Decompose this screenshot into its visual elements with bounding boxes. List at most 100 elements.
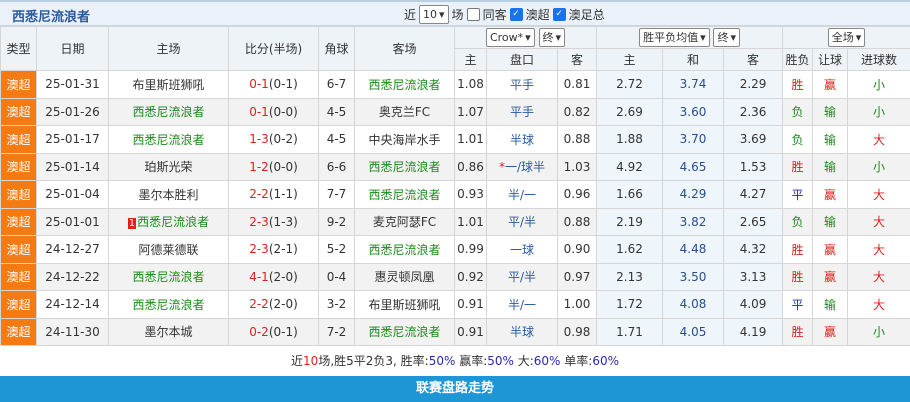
- league-type[interactable]: 澳超: [1, 181, 37, 209]
- home-team-name[interactable]: 墨尔本胜利: [138, 188, 198, 202]
- sub-col: 进球数: [848, 49, 910, 71]
- home-team[interactable]: 墨尔本胜利: [109, 181, 229, 209]
- away-team[interactable]: 西悉尼流浪者: [355, 153, 455, 181]
- away-team[interactable]: 西悉尼流浪者: [355, 181, 455, 209]
- handicap-home-odds: 1.08: [455, 71, 487, 99]
- league-type[interactable]: 澳超: [1, 236, 37, 264]
- handicap-time-select[interactable]: 终▾: [539, 28, 566, 47]
- league-trend-bar[interactable]: 联赛盘路走势: [0, 376, 910, 402]
- odds-loss: 2.65: [724, 208, 783, 236]
- half-score: (0-0): [269, 105, 298, 119]
- handicap-value: 平/半: [508, 215, 536, 229]
- col-score: 比分(半场): [229, 27, 319, 71]
- league-type[interactable]: 澳超: [1, 291, 37, 319]
- table-row[interactable]: 澳超 25-01-26 西悉尼流浪者 0-1(0-0) 4-5 奥克兰FC 1.…: [1, 98, 910, 126]
- result-group: 全场▾: [783, 27, 910, 49]
- score[interactable]: 0-1(0-1): [229, 71, 319, 99]
- home-team-name[interactable]: 西悉尼流浪者: [132, 133, 204, 147]
- table-row[interactable]: 澳超 24-11-30 墨尔本城 0-2(0-1) 7-2 西悉尼流浪者 0.9…: [1, 318, 910, 346]
- recent-label: 近: [404, 6, 416, 23]
- table-row[interactable]: 澳超 25-01-31 布里斯班狮吼 0-1(0-1) 6-7 西悉尼流浪者 1…: [1, 71, 910, 99]
- handicap-home-odds: 1.01: [455, 126, 487, 154]
- odds-type-select[interactable]: 胜平负均值▾: [639, 28, 710, 47]
- handicap-value: 半球: [510, 133, 534, 147]
- away-team[interactable]: 布里斯班狮吼: [355, 291, 455, 319]
- home-team-name[interactable]: 阿德莱德联: [138, 243, 198, 257]
- league-type[interactable]: 澳超: [1, 71, 37, 99]
- league-type[interactable]: 澳超: [1, 318, 37, 346]
- league-type[interactable]: 澳超: [1, 208, 37, 236]
- company-select[interactable]: Crow*▾: [486, 28, 535, 47]
- goals-result: 大: [848, 236, 910, 264]
- corner: 4-5: [319, 126, 355, 154]
- league2-checkbox[interactable]: ✓: [553, 8, 566, 21]
- chevron-down-icon: ▾: [856, 29, 862, 46]
- table-row[interactable]: 澳超 25-01-04 墨尔本胜利 2-2(1-1) 7-7 西悉尼流浪者 0.…: [1, 181, 910, 209]
- score[interactable]: 2-3(2-1): [229, 236, 319, 264]
- league-type[interactable]: 澳超: [1, 153, 37, 181]
- sub-col: 让球: [813, 49, 848, 71]
- table-row[interactable]: 澳超 25-01-14 珀斯光荣 1-2(0-0) 6-6 西悉尼流浪者 0.8…: [1, 153, 910, 181]
- league1-label: 澳超: [526, 6, 550, 23]
- home-team-name[interactable]: 西悉尼流浪者: [132, 298, 204, 312]
- score[interactable]: 2-2(2-0): [229, 291, 319, 319]
- same-host-checkbox[interactable]: [467, 8, 480, 21]
- table-row[interactable]: 澳超 24-12-14 西悉尼流浪者 2-2(2-0) 3-2 布里斯班狮吼 0…: [1, 291, 910, 319]
- home-team[interactable]: 西悉尼流浪者: [109, 126, 229, 154]
- sub-col: 主: [455, 49, 487, 71]
- result: 胜: [783, 236, 813, 264]
- handicap-away-odds: 0.88: [558, 126, 597, 154]
- score[interactable]: 2-3(1-3): [229, 208, 319, 236]
- away-team[interactable]: 西悉尼流浪者: [355, 71, 455, 99]
- score[interactable]: 1-3(0-2): [229, 126, 319, 154]
- away-team[interactable]: 西悉尼流浪者: [355, 236, 455, 264]
- home-team[interactable]: 西悉尼流浪者: [109, 291, 229, 319]
- home-team-name[interactable]: 西悉尼流浪者: [132, 270, 204, 284]
- handicap-away-odds: 0.82: [558, 98, 597, 126]
- summary: 近10场,胜5平2负3, 胜率:50% 赢率:50% 大:60% 单率:60%: [0, 346, 910, 376]
- corner: 6-7: [319, 71, 355, 99]
- away-team[interactable]: 西悉尼流浪者: [355, 318, 455, 346]
- home-team[interactable]: 西悉尼流浪者: [109, 263, 229, 291]
- half-score: (2-0): [269, 270, 298, 284]
- odds-time-select[interactable]: 终▾: [713, 28, 740, 47]
- home-team-name[interactable]: 西悉尼流浪者: [137, 215, 209, 229]
- score[interactable]: 0-2(0-1): [229, 318, 319, 346]
- home-team[interactable]: 西悉尼流浪者: [109, 98, 229, 126]
- away-team[interactable]: 麦克阿瑟FC: [355, 208, 455, 236]
- home-team-name[interactable]: 墨尔本城: [144, 325, 192, 339]
- score[interactable]: 1-2(0-0): [229, 153, 319, 181]
- home-team-name[interactable]: 西悉尼流浪者: [132, 105, 204, 119]
- odds-draw: 3.70: [663, 126, 724, 154]
- summary-text: 赢率:: [455, 354, 487, 368]
- handicap-home-odds: 1.01: [455, 208, 487, 236]
- league1-checkbox[interactable]: ✓: [510, 8, 523, 21]
- handicap-line: 半球: [487, 318, 558, 346]
- full-score: 4-1: [249, 270, 269, 284]
- scope-select[interactable]: 全场▾: [828, 28, 866, 47]
- score[interactable]: 4-1(2-0): [229, 263, 319, 291]
- score[interactable]: 2-2(1-1): [229, 181, 319, 209]
- table-row[interactable]: 澳超 25-01-17 西悉尼流浪者 1-3(0-2) 4-5 中央海岸水手 1…: [1, 126, 910, 154]
- result: 胜: [783, 318, 813, 346]
- home-team[interactable]: 墨尔本城: [109, 318, 229, 346]
- table-row[interactable]: 澳超 24-12-22 西悉尼流浪者 4-1(2-0) 0-4 惠灵顿凤凰 0.…: [1, 263, 910, 291]
- league-type[interactable]: 澳超: [1, 126, 37, 154]
- score[interactable]: 0-1(0-0): [229, 98, 319, 126]
- away-team[interactable]: 奥克兰FC: [355, 98, 455, 126]
- league-type[interactable]: 澳超: [1, 263, 37, 291]
- col-type: 类型: [1, 27, 37, 71]
- home-team[interactable]: 珀斯光荣: [109, 153, 229, 181]
- away-team[interactable]: 惠灵顿凤凰: [355, 263, 455, 291]
- home-team[interactable]: 阿德莱德联: [109, 236, 229, 264]
- away-team[interactable]: 中央海岸水手: [355, 126, 455, 154]
- recent-count-select[interactable]: 10▾: [419, 5, 449, 24]
- home-team-name[interactable]: 布里斯班狮吼: [132, 78, 204, 92]
- table-row[interactable]: 澳超 24-12-27 阿德莱德联 2-3(2-1) 5-2 西悉尼流浪者 0.…: [1, 236, 910, 264]
- handicap-value: 平/半: [508, 270, 536, 284]
- home-team[interactable]: 布里斯班狮吼: [109, 71, 229, 99]
- home-team-name[interactable]: 珀斯光荣: [144, 160, 192, 174]
- league-type[interactable]: 澳超: [1, 98, 37, 126]
